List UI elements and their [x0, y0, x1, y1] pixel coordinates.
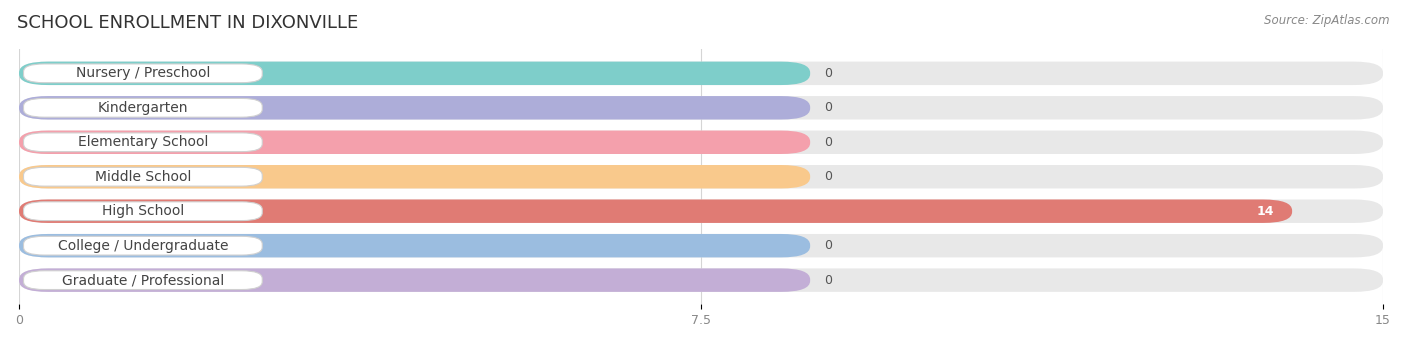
- FancyBboxPatch shape: [24, 271, 263, 290]
- Text: Kindergarten: Kindergarten: [97, 101, 188, 115]
- Text: 0: 0: [824, 67, 832, 80]
- FancyBboxPatch shape: [20, 234, 1384, 258]
- Text: Source: ZipAtlas.com: Source: ZipAtlas.com: [1264, 14, 1389, 27]
- Text: 0: 0: [824, 170, 832, 183]
- Text: Elementary School: Elementary School: [77, 135, 208, 149]
- FancyBboxPatch shape: [24, 98, 263, 117]
- FancyBboxPatch shape: [24, 133, 263, 152]
- Text: 0: 0: [824, 101, 832, 114]
- FancyBboxPatch shape: [24, 167, 263, 186]
- Text: 0: 0: [824, 239, 832, 252]
- FancyBboxPatch shape: [20, 131, 810, 154]
- FancyBboxPatch shape: [20, 268, 810, 292]
- FancyBboxPatch shape: [20, 96, 810, 119]
- FancyBboxPatch shape: [24, 236, 263, 255]
- Text: Nursery / Preschool: Nursery / Preschool: [76, 66, 209, 80]
- Text: Middle School: Middle School: [94, 170, 191, 184]
- FancyBboxPatch shape: [20, 62, 1384, 85]
- Text: High School: High School: [101, 204, 184, 218]
- Text: SCHOOL ENROLLMENT IN DIXONVILLE: SCHOOL ENROLLMENT IN DIXONVILLE: [17, 14, 359, 32]
- Text: 0: 0: [824, 274, 832, 287]
- Text: Graduate / Professional: Graduate / Professional: [62, 273, 224, 287]
- Text: 0: 0: [824, 136, 832, 149]
- FancyBboxPatch shape: [20, 199, 1384, 223]
- FancyBboxPatch shape: [20, 199, 1292, 223]
- FancyBboxPatch shape: [20, 165, 1384, 188]
- FancyBboxPatch shape: [20, 62, 810, 85]
- FancyBboxPatch shape: [24, 64, 263, 83]
- FancyBboxPatch shape: [20, 268, 1384, 292]
- Text: College / Undergraduate: College / Undergraduate: [58, 239, 228, 253]
- FancyBboxPatch shape: [20, 131, 1384, 154]
- FancyBboxPatch shape: [24, 202, 263, 221]
- FancyBboxPatch shape: [20, 96, 1384, 119]
- FancyBboxPatch shape: [20, 165, 810, 188]
- FancyBboxPatch shape: [20, 234, 810, 258]
- Text: 14: 14: [1257, 205, 1274, 218]
